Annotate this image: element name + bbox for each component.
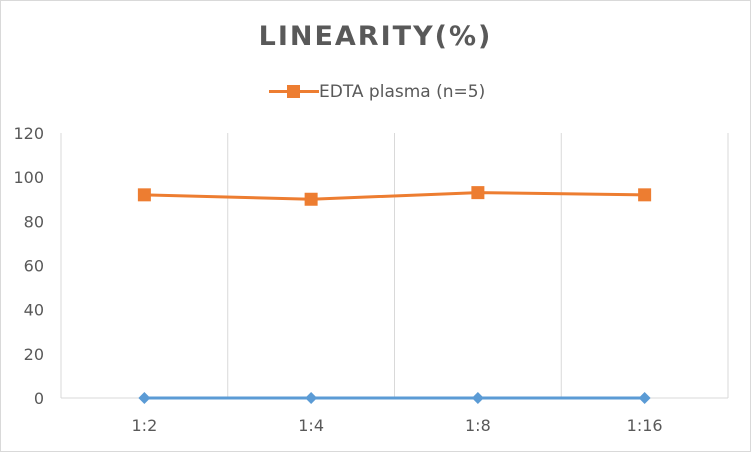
data-point-square: [471, 186, 485, 200]
data-point-diamond: [638, 392, 651, 404]
data-point-square: [137, 188, 151, 202]
x-tick-label: 1:16: [627, 416, 663, 435]
y-tick-label: 100: [13, 168, 44, 187]
y-tick-label: 80: [24, 212, 44, 231]
data-point-diamond: [138, 392, 151, 404]
legend-label: EDTA plasma (n=5): [319, 82, 486, 102]
legend-swatch: [269, 80, 319, 104]
x-tick-label: 1:4: [298, 416, 324, 435]
data-point-diamond: [305, 392, 318, 404]
y-tick-label: 20: [24, 345, 44, 364]
x-tick-label: 1:2: [132, 416, 158, 435]
series-line: [144, 191, 645, 201]
y-tick-label: 40: [24, 301, 44, 320]
y-tick-label: 120: [13, 124, 44, 143]
data-point-square: [638, 188, 652, 202]
y-tick-label: 0: [34, 389, 44, 408]
legend: EDTA plasma (n=5): [269, 80, 485, 104]
y-tick-label: 60: [24, 257, 44, 276]
chart-title: LINEARITY(%): [258, 21, 493, 52]
x-tick-label: 1:8: [465, 416, 491, 435]
data-point-diamond: [471, 392, 484, 404]
legend-square-marker: [287, 85, 300, 98]
data-point-square: [304, 192, 318, 206]
